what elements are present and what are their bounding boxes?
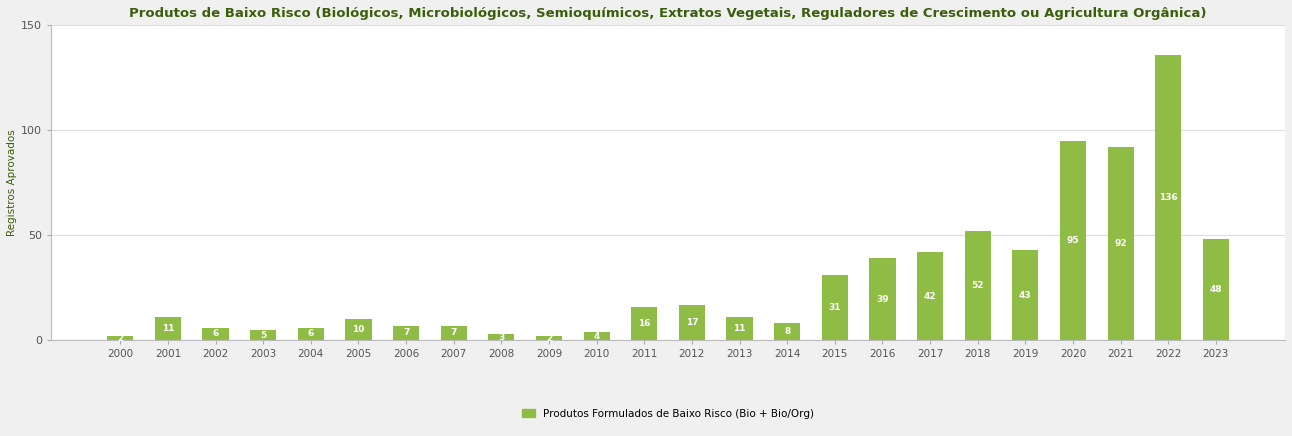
Bar (678, 305, 705, 340)
Text: 92: 92 (1114, 239, 1127, 248)
Bar (536, 336, 562, 340)
Text: 31: 31 (828, 303, 841, 312)
Bar (1155, 54, 1181, 340)
Text: 136: 136 (1159, 193, 1177, 202)
Text: 2: 2 (547, 334, 552, 343)
Text: 3: 3 (499, 333, 504, 342)
Bar (441, 326, 466, 340)
Text: 52: 52 (972, 281, 985, 290)
Bar (107, 336, 133, 340)
Bar (155, 317, 181, 340)
Text: 16: 16 (638, 319, 651, 328)
Bar (632, 307, 658, 340)
Text: 95: 95 (1067, 236, 1079, 245)
Bar (1012, 250, 1039, 340)
Bar (822, 275, 848, 340)
Text: 39: 39 (876, 295, 889, 304)
Bar (297, 328, 324, 340)
Text: 43: 43 (1019, 291, 1031, 300)
Text: 11: 11 (162, 324, 174, 333)
Bar (488, 334, 514, 340)
Legend: Produtos Formulados de Baixo Risco (Bio + Bio/Org): Produtos Formulados de Baixo Risco (Bio … (518, 405, 818, 423)
Text: 6: 6 (307, 330, 314, 338)
Text: 7: 7 (403, 328, 410, 337)
Bar (870, 259, 895, 340)
Bar (965, 231, 991, 340)
Bar (726, 317, 753, 340)
Bar (774, 324, 800, 340)
Text: 42: 42 (924, 292, 937, 301)
Bar (203, 328, 229, 340)
Title: Produtos de Baixo Risco (Biológicos, Microbiológicos, Semioquímicos, Extratos Ve: Produtos de Baixo Risco (Biológicos, Mic… (129, 7, 1207, 20)
Bar (917, 252, 943, 340)
Bar (251, 330, 276, 340)
Text: 2: 2 (118, 334, 124, 343)
Bar (1203, 239, 1229, 340)
Text: 11: 11 (734, 324, 745, 333)
Text: 8: 8 (784, 327, 791, 336)
Bar (345, 319, 372, 340)
Text: 48: 48 (1209, 286, 1222, 294)
Bar (584, 332, 610, 340)
Text: 6: 6 (212, 330, 218, 338)
Text: 10: 10 (353, 325, 364, 334)
Text: 17: 17 (686, 318, 698, 327)
Bar (393, 326, 419, 340)
Text: 4: 4 (593, 331, 599, 341)
Text: 7: 7 (451, 328, 457, 337)
Bar (1059, 141, 1087, 340)
Bar (1107, 147, 1133, 340)
Y-axis label: Registros Aprovados: Registros Aprovados (6, 129, 17, 236)
Text: 5: 5 (260, 330, 266, 340)
